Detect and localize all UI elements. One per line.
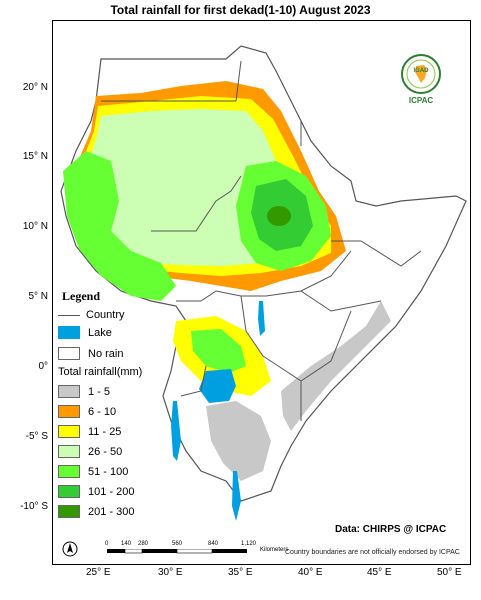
class-swatch-2 (58, 405, 80, 418)
class-swatch-4 (58, 445, 80, 458)
data-source: Data: CHIRPS @ ICPAC (335, 524, 447, 535)
lake-swatch (58, 326, 80, 339)
logo-icpac-text: ICPAC (408, 96, 434, 105)
igad-emblem-icon (401, 54, 441, 94)
lon-label-25e: 25° E (86, 567, 111, 578)
rain-band-1-5-south (206, 401, 271, 481)
class-swatch-3 (58, 425, 80, 438)
legend-rain-heading: Total rainfall(mm) (58, 366, 143, 378)
lake-malawi (232, 471, 241, 521)
logo-igad-text: IGAD (413, 68, 429, 74)
scale-tick-560: 560 (172, 541, 183, 547)
rainfall-map (60, 45, 467, 521)
legend: Legend Country Lake No rain Total rainfa… (58, 289, 178, 518)
legend-class-2: 6 - 10 (58, 405, 116, 418)
legend-class-label-3: 11 - 25 (88, 425, 122, 438)
legend-norain: No rain (58, 347, 123, 360)
lat-label-5s: -5° S (25, 431, 48, 442)
scale-tick-1120: 1,120 (241, 541, 257, 547)
class-swatch-5 (58, 465, 80, 478)
legend-country-label: Country (86, 309, 125, 321)
rain-band-201-300 (267, 206, 291, 226)
country-borders (101, 60, 422, 421)
legend-class-label-6: 101 - 200 (88, 485, 135, 498)
lon-label-45e: 45° E (367, 567, 392, 578)
legend-heading: Legend (62, 289, 101, 303)
lat-label-15n: 15° N (22, 151, 48, 162)
class-swatch-6 (58, 485, 80, 498)
lon-label-50e: 50° E (437, 567, 462, 578)
legend-country: Country (58, 309, 125, 321)
legend-class-7: 201 - 300 (58, 505, 134, 518)
country-line-symbol (58, 314, 80, 316)
class-swatch-1 (58, 385, 80, 398)
north-arrow-icon (62, 540, 78, 558)
rain-band-51-100-south (191, 329, 246, 373)
rain-band-51-100-west (63, 151, 176, 301)
lat-label-5n: 5° N (28, 291, 48, 302)
legend-class-label-4: 26 - 50 (88, 445, 123, 458)
lat-label-0: 0° (38, 361, 48, 372)
legend-class-label-5: 51 - 100 (88, 465, 129, 478)
igad-logo: IGAD ICPAC (396, 52, 446, 108)
legend-class-label-1: 1 - 5 (88, 385, 111, 398)
lon-label-40e: 40° E (298, 567, 323, 578)
lake-victoria (199, 369, 236, 403)
boundary-disclaimer: Country boundaries are not officially en… (285, 549, 460, 556)
map-frame (52, 20, 471, 565)
lat-label-10n: 10° N (22, 221, 48, 232)
class-swatch-7 (58, 505, 80, 518)
legend-class-4: 26 - 50 (58, 445, 122, 458)
scale-bar-graphic (107, 549, 247, 554)
legend-class-label-2: 6 - 10 (88, 405, 117, 418)
map-title: Total rainfall for first dekad(1-10) Aug… (110, 3, 371, 17)
lake-turkana (258, 301, 265, 336)
rain-band-1-5-coast (281, 301, 391, 431)
legend-lake-label: Lake (88, 326, 112, 339)
lat-label-20n: 20° N (22, 82, 48, 93)
legend-class-6: 101 - 200 (58, 485, 134, 498)
scale-bar: 0 140 280 560 840 1,120 Kilometers (105, 541, 290, 561)
legend-class-3: 11 - 25 (58, 425, 121, 438)
scale-unit: Kilometers (260, 547, 289, 553)
scale-tick-840: 840 (208, 541, 219, 547)
legend-class-1: 1 - 5 (58, 385, 110, 398)
legend-class-5: 51 - 100 (58, 465, 128, 478)
legend-norain-label: No rain (88, 347, 124, 360)
scale-tick-0: 0 (105, 541, 109, 547)
scale-tick-140: 140 (121, 541, 132, 547)
lake-tanganyika (171, 401, 181, 461)
scale-tick-280: 280 (138, 541, 149, 547)
norain-swatch (58, 347, 80, 360)
legend-lake: Lake (58, 326, 112, 339)
lon-label-30e: 30° E (158, 567, 183, 578)
lat-label-10s: -10° S (20, 501, 48, 512)
lon-label-35e: 35° E (228, 567, 253, 578)
legend-class-label-7: 201 - 300 (88, 505, 135, 518)
